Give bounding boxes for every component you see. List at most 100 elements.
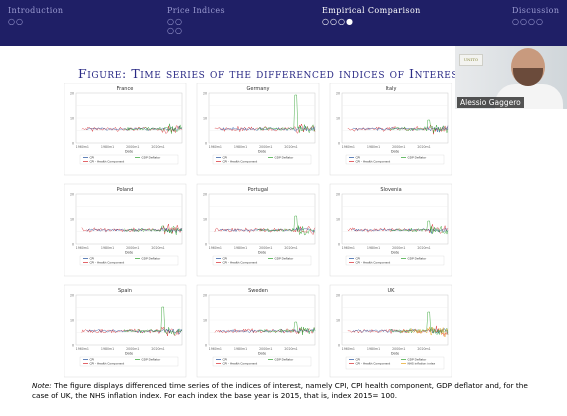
x-tick-label: 2000m1 xyxy=(259,347,272,351)
legend-label: CPI - Health Component xyxy=(90,362,126,366)
panel-title: Slovenia xyxy=(380,187,401,193)
panel-title: UK xyxy=(388,288,396,294)
y-tick-label: 0 xyxy=(205,142,207,146)
figure-label: Figure: xyxy=(78,66,127,81)
x-axis-label: Date xyxy=(125,352,133,356)
y-tick-label: 10 xyxy=(70,117,74,121)
x-axis-label: Date xyxy=(258,251,266,255)
x-axis-label: Date xyxy=(391,251,399,255)
x-tick-label: 1980m1 xyxy=(101,347,114,351)
panel-title: Germany xyxy=(247,86,270,92)
legend-box xyxy=(345,154,445,165)
x-tick-label: 2020m1 xyxy=(151,246,164,250)
x-axis-label: Date xyxy=(258,352,266,356)
y-tick-label: 20 xyxy=(203,294,207,298)
legend-label: GDP Deflator xyxy=(408,257,428,261)
y-tick-label: 10 xyxy=(70,218,74,222)
y-tick-label: 0 xyxy=(72,344,74,348)
nav-introduction-dots[interactable]: ○○ xyxy=(8,17,24,26)
x-axis-label: Date xyxy=(125,251,133,255)
legend-box xyxy=(212,356,312,367)
panel-title: Poland xyxy=(117,187,134,193)
x-tick-label: 2020m1 xyxy=(151,145,164,149)
x-tick-label: 1960m1 xyxy=(342,347,355,351)
note-label: Note: xyxy=(32,381,52,390)
y-tick-label: 0 xyxy=(205,243,207,247)
legend-box xyxy=(212,154,312,165)
x-tick-label: 2020m1 xyxy=(417,347,430,351)
x-axis-label: Date xyxy=(391,352,399,356)
x-tick-label: 2020m1 xyxy=(284,246,297,250)
nav-discussion-dots[interactable]: ○○○○ xyxy=(512,17,544,26)
y-tick-label: 20 xyxy=(70,294,74,298)
legend-box xyxy=(79,255,179,266)
nav-header xyxy=(0,0,567,46)
y-tick-label: 10 xyxy=(336,117,340,121)
x-tick-label: 2020m1 xyxy=(284,347,297,351)
panel-portugal: Portugal 0 10 20 1960m1 1980m1 2000m1 2020m1 Dat… xyxy=(196,183,320,277)
x-tick-label: 1980m1 xyxy=(234,246,247,250)
x-tick-label: 2000m1 xyxy=(392,246,405,250)
panel-sweden: Sweden 0 10 20 1960m1 1980m1 2000m1 2020m1 Date C… xyxy=(196,284,320,378)
x-axis-label: Date xyxy=(258,150,266,154)
legend-box xyxy=(79,154,179,165)
panel-title: Portugal xyxy=(248,187,269,193)
x-tick-label: 1980m1 xyxy=(367,145,380,149)
x-tick-label: 1960m1 xyxy=(209,145,222,149)
legend-label: CPI - Health Component xyxy=(356,362,392,366)
legend-label: CPI - Health Component xyxy=(90,160,126,164)
legend-label: CPI xyxy=(90,257,95,261)
series-line xyxy=(352,125,449,134)
x-tick-label: 1960m1 xyxy=(76,145,89,149)
panel-italy: Italy 0 10 20 1960m1 1980m1 2000m1 2020m1 Date CP… xyxy=(329,82,453,176)
legend-label: CPI xyxy=(90,358,95,362)
x-tick-label: 2000m1 xyxy=(126,347,139,351)
y-tick-label: 0 xyxy=(72,243,74,247)
y-tick-label: 20 xyxy=(70,92,74,96)
y-tick-label: 10 xyxy=(336,218,340,222)
legend-label: GDP Deflator xyxy=(142,156,162,160)
legend-label: CPI xyxy=(90,156,95,160)
figure-area: France 0 10 20 1960m1 1980m1 2000m1 2020m1 Date C… xyxy=(63,82,453,382)
university-logo: UNITO xyxy=(459,54,483,66)
legend-label: GDP Deflator xyxy=(408,156,428,160)
legend-label: CPI xyxy=(223,358,228,362)
nav-introduction[interactable]: Introduction xyxy=(8,6,64,15)
x-tick-label: 2020m1 xyxy=(151,347,164,351)
y-tick-label: 0 xyxy=(72,142,74,146)
panel-title: Italy xyxy=(386,86,397,92)
x-tick-label: 1980m1 xyxy=(234,347,247,351)
legend-label: CPI - Health Component xyxy=(356,261,392,265)
panel-france: France 0 10 20 1960m1 1980m1 2000m1 2020m1 Date C… xyxy=(63,82,187,176)
nav-discussion[interactable]: Discussion xyxy=(512,6,560,15)
x-tick-label: 2000m1 xyxy=(126,145,139,149)
x-tick-label: 1960m1 xyxy=(342,246,355,250)
series-line xyxy=(219,226,316,233)
series-line xyxy=(123,306,183,336)
x-tick-label: 2000m1 xyxy=(126,246,139,250)
series-line xyxy=(124,225,183,235)
legend-label: CPI xyxy=(356,156,361,160)
legend-label: CPI xyxy=(223,156,228,160)
y-tick-label: 20 xyxy=(336,193,340,197)
legend-box xyxy=(345,356,445,370)
nav-empirical-comparison[interactable]: Empirical Comparison xyxy=(322,6,421,15)
chart-grid: France 0 10 20 1960m1 1980m1 2000m1 2020m1 Date C… xyxy=(63,82,453,378)
legend-label: CPI xyxy=(223,257,228,261)
nav-empirical-comparison-dots[interactable]: ○○○● xyxy=(322,17,354,26)
x-tick-label: 2020m1 xyxy=(284,145,297,149)
y-tick-label: 10 xyxy=(203,218,207,222)
x-tick-label: 2000m1 xyxy=(392,145,405,149)
x-tick-label: 1980m1 xyxy=(367,246,380,250)
legend-label: GDP Deflator xyxy=(275,156,295,160)
participant-video[interactable]: UNITO Alessio Gaggero xyxy=(455,46,567,109)
nav-price-indices-dots[interactable]: ○○ ○○ xyxy=(167,17,183,35)
nav-price-indices[interactable]: Price Indices xyxy=(167,6,226,15)
participant-beard xyxy=(513,68,543,86)
series-line xyxy=(219,125,316,132)
x-tick-label: 2000m1 xyxy=(259,246,272,250)
x-tick-label: 1960m1 xyxy=(342,145,355,149)
series-line xyxy=(219,327,316,334)
legend-box xyxy=(345,255,445,266)
panel-slovenia: Slovenia 0 10 20 1960m1 1980m1 2000m1 2020m1 Dat… xyxy=(329,183,453,277)
